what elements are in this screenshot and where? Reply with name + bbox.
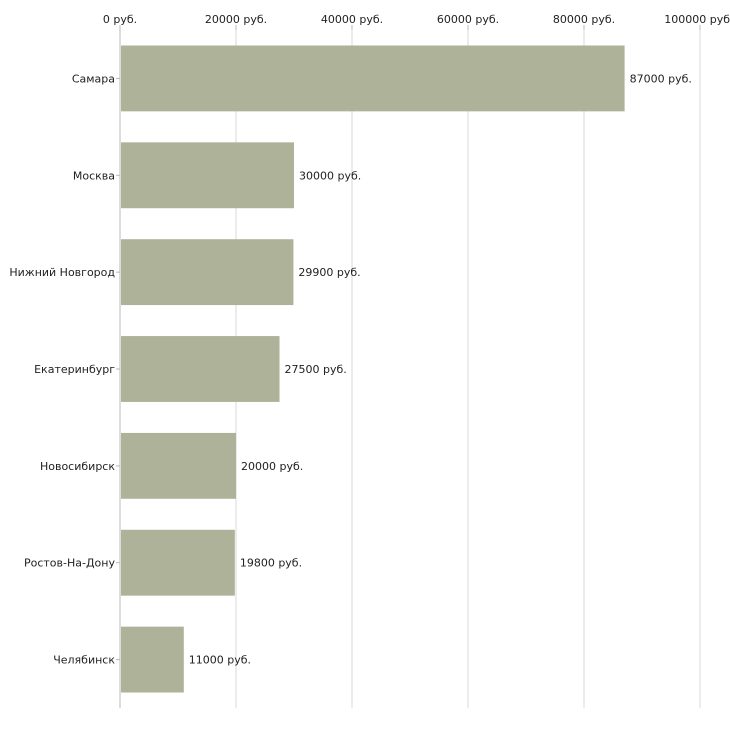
x-tick-label: 80000 руб.: [553, 13, 615, 26]
data-label: 19800 руб.: [240, 557, 302, 570]
data-label: 29900 руб.: [298, 266, 360, 279]
category-label: Новосибирск: [40, 460, 115, 473]
bar: [121, 45, 625, 112]
x-tick-label: 60000 руб.: [437, 13, 499, 26]
gridlines: [235, 30, 701, 708]
category-label: Нижний Новгород: [9, 266, 115, 279]
x-tick-label: 20000 руб.: [205, 13, 267, 26]
bar: [121, 336, 280, 402]
data-label: 20000 руб.: [241, 460, 303, 473]
x-tick-label: 100000 руб: [664, 13, 730, 26]
data-label: 30000 руб.: [299, 169, 361, 182]
x-tick-label: 0 руб.: [103, 13, 137, 26]
bar: [121, 626, 184, 693]
labels: 0 руб. 20000 руб. 40000 руб. 60000 руб. 8000…: [9, 13, 730, 667]
category-label: Москва: [73, 169, 115, 182]
data-label: 27500 руб.: [285, 363, 347, 376]
axes: [116, 25, 701, 708]
data-label: 11000 руб.: [189, 654, 251, 667]
bars: [121, 45, 625, 693]
bar: [121, 432, 236, 499]
category-label: Самара: [72, 72, 115, 85]
category-label: Ростов-На-Дону: [24, 557, 115, 570]
bar: [121, 142, 294, 209]
bar: [121, 529, 235, 596]
bar: [121, 239, 294, 306]
category-label: Екатеринбург: [34, 363, 115, 376]
x-tick-label: 40000 руб.: [321, 13, 383, 26]
data-label: 87000 руб.: [630, 72, 692, 85]
category-label: Челябинск: [53, 654, 115, 667]
